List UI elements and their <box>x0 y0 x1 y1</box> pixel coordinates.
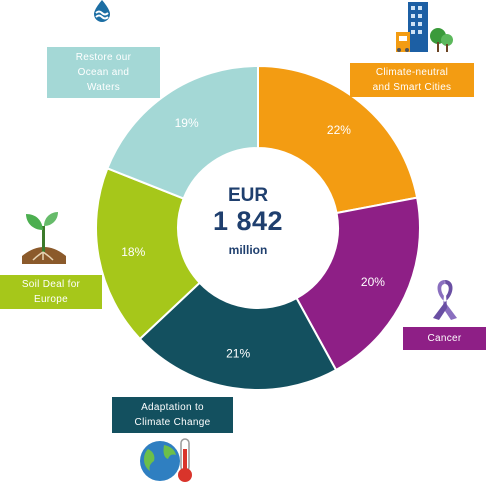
slice-soil-percent: 18% <box>121 245 145 259</box>
slice-ocean <box>106 64 259 200</box>
center-currency: EUR <box>227 185 269 206</box>
label-cancer-line-1: Cancer <box>427 333 462 344</box>
center-amount: 1 842 <box>212 206 284 236</box>
label-cities: Climate-neutral and Smart Cities <box>350 63 474 97</box>
label-ocean: Restore our Ocean and Waters <box>47 47 160 98</box>
label-adaptation-line-1: Adaptation to <box>141 402 204 413</box>
seedling-icon <box>22 212 66 264</box>
slice-cancer <box>295 196 422 372</box>
label-cities-line-2: and Smart Cities <box>372 82 452 93</box>
globe-thermometer-icon <box>140 438 192 482</box>
donut-slices <box>95 64 422 391</box>
slice-ocean-percent: 19% <box>175 116 199 130</box>
city-buildings-icon <box>396 2 453 52</box>
label-ocean-line-2: Ocean and <box>77 67 130 78</box>
label-adaptation: Adaptation to Climate Change <box>112 397 233 433</box>
water-drop-waves-icon <box>94 0 110 22</box>
slice-adaptation <box>138 281 338 391</box>
label-soil-line-1: Soil Deal for <box>21 279 81 290</box>
label-adaptation-line-2: Climate Change <box>134 417 211 428</box>
label-soil: Soil Deal for Europe <box>0 275 102 309</box>
label-ocean-line-3: Waters <box>86 82 121 93</box>
slice-climate-cities <box>257 64 419 215</box>
label-ocean-line-1: Restore our <box>75 52 132 63</box>
label-soil-line-2: Europe <box>33 294 69 305</box>
percentage-labels: 22% 20% 21% 18% 19% <box>121 116 385 360</box>
center-unit: million <box>228 243 268 257</box>
label-cancer: Cancer <box>403 327 486 350</box>
slice-climate-cities-percent: 22% <box>327 123 351 137</box>
label-cities-line-1: Climate-neutral <box>375 67 449 78</box>
slice-adaptation-percent: 21% <box>226 346 250 360</box>
slice-soil <box>95 167 202 341</box>
slice-cancer-percent: 20% <box>361 275 385 289</box>
awareness-ribbon-icon <box>433 280 457 320</box>
